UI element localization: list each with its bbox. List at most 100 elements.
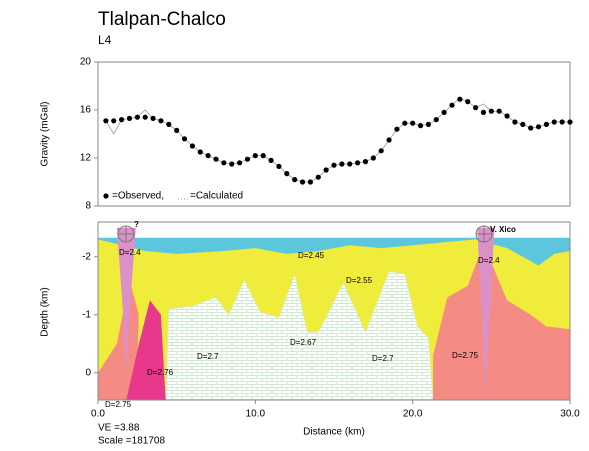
observed-point xyxy=(197,149,203,155)
observed-point xyxy=(339,161,345,167)
observed-point xyxy=(480,109,487,115)
plot-frame xyxy=(97,221,571,401)
observed-point xyxy=(347,161,353,167)
legend-label: =Observed, xyxy=(112,191,164,202)
x-tick-label: 20.0 xyxy=(403,409,423,420)
observed-point xyxy=(292,177,298,183)
observed-point xyxy=(142,114,148,120)
observed-point xyxy=(512,119,518,125)
observed-point xyxy=(417,123,424,129)
y-tick-label: 0 xyxy=(85,367,91,378)
observed-point xyxy=(370,155,376,161)
observed-point xyxy=(386,137,392,143)
annotation: ? xyxy=(134,220,139,229)
observed-point xyxy=(567,119,573,125)
observed-point xyxy=(402,120,408,126)
chart-subtitle: L4 xyxy=(98,33,112,47)
density-label: D=2.75 xyxy=(105,400,132,409)
observed-point xyxy=(166,121,172,127)
observed-point xyxy=(559,119,565,125)
observed-point xyxy=(355,160,361,166)
observed-point xyxy=(252,153,258,159)
observed-point xyxy=(103,118,109,124)
x-tick-label: 10.0 xyxy=(246,409,266,420)
observed-point xyxy=(260,153,266,159)
observed-point xyxy=(543,121,550,127)
observed-point xyxy=(465,99,471,105)
observed-point xyxy=(528,125,534,131)
observed-point xyxy=(425,121,431,127)
observed-point xyxy=(126,115,133,121)
y-axis-label: Depth (km) xyxy=(40,287,51,336)
observed-point xyxy=(111,118,117,124)
observed-point xyxy=(504,113,510,119)
density-label: D=2.7 xyxy=(197,352,219,361)
observed-point xyxy=(276,163,282,169)
observed-point xyxy=(473,105,479,111)
y-tick-label: -2 xyxy=(82,251,91,262)
x-tick-label: 30.0 xyxy=(560,409,580,420)
density-label: D=2.45 xyxy=(298,251,325,260)
observed-point xyxy=(205,153,211,159)
observed-point xyxy=(362,159,369,165)
observed-point xyxy=(213,156,219,162)
geologic-body xyxy=(165,271,434,401)
observed-point xyxy=(284,171,290,177)
x-axis-label: Distance (km) xyxy=(303,427,365,438)
y-tick-label: 20 xyxy=(80,57,92,68)
observed-point xyxy=(520,121,526,127)
observed-point xyxy=(244,156,251,162)
observed-point xyxy=(394,126,400,132)
observed-point xyxy=(150,115,156,121)
density-label: D=2.7 xyxy=(372,354,394,363)
observed-point xyxy=(229,161,235,167)
geologic-body xyxy=(126,300,166,400)
density-label: D=2.4 xyxy=(119,248,141,257)
observed-point xyxy=(174,127,180,133)
observed-point xyxy=(119,117,125,123)
legend-label: =Calculated xyxy=(190,191,243,202)
observed-point xyxy=(237,160,243,166)
chart-title: Tlalpan-Chalco xyxy=(98,9,226,30)
observed-point xyxy=(535,124,542,130)
observed-point xyxy=(134,114,140,120)
y-axis-label: Gravity (mGal) xyxy=(40,102,51,167)
observed-point xyxy=(323,167,329,173)
x-tick-label: 0.0 xyxy=(91,409,105,420)
observed-point xyxy=(410,120,416,126)
observed-point xyxy=(307,179,313,185)
observed-point xyxy=(378,148,384,154)
observed-point xyxy=(433,117,439,123)
observed-point xyxy=(268,157,274,163)
plot-frame xyxy=(97,61,571,207)
geologic-body xyxy=(116,227,136,373)
annotation: VE =3.88 xyxy=(98,423,140,434)
y-tick-label: 8 xyxy=(85,201,91,212)
observed-point xyxy=(299,179,306,185)
y-tick-label: 16 xyxy=(80,105,92,116)
observed-point xyxy=(488,108,494,114)
geologic-body xyxy=(433,256,570,400)
observed-point xyxy=(315,174,321,180)
observed-point xyxy=(181,136,188,142)
y-tick-label: 12 xyxy=(80,153,92,164)
annotation: Scale =181708 xyxy=(98,436,165,447)
observed-point xyxy=(189,143,195,149)
observed-point xyxy=(551,119,557,125)
observed-point xyxy=(221,160,227,166)
density-label: D=2.75 xyxy=(452,351,479,360)
geologic-body xyxy=(477,227,495,400)
observed-point xyxy=(457,96,463,102)
legend-marker xyxy=(103,193,109,199)
observed-point xyxy=(158,118,164,124)
density-label: D=2.67 xyxy=(290,338,317,347)
annotation: V. Xico xyxy=(490,225,516,234)
observed-point xyxy=(441,109,447,115)
density-label: D=2.76 xyxy=(147,368,174,377)
observed-point xyxy=(449,102,455,108)
y-tick-label: -1 xyxy=(82,309,91,320)
observed-point xyxy=(331,162,337,168)
density-label: D=2.4 xyxy=(478,256,500,265)
density-label: D=2.55 xyxy=(346,276,373,285)
